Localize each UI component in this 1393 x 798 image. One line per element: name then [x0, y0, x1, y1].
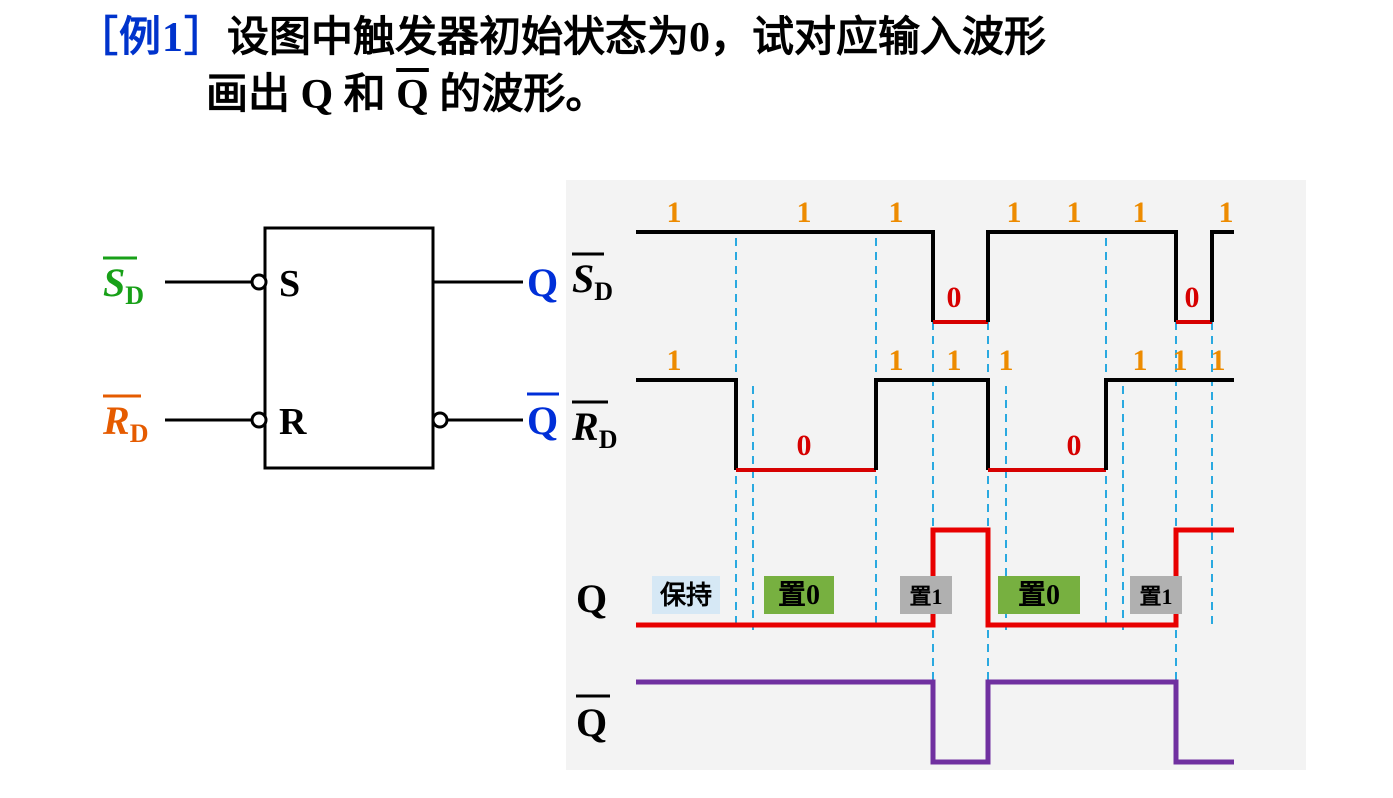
svg-text:1: 1	[999, 344, 1014, 377]
title-line2-suffix: 的波形。	[429, 72, 608, 118]
svg-text:1: 1	[1219, 196, 1234, 229]
svg-text:置1: 置1	[1139, 584, 1172, 609]
row-label-sd: SD	[572, 254, 613, 306]
svg-text:1: 1	[1173, 344, 1188, 377]
svg-text:1: 1	[889, 344, 904, 377]
waveform-qbar	[636, 682, 1234, 762]
svg-text:1: 1	[947, 344, 962, 377]
svg-text:1: 1	[1133, 344, 1148, 377]
svg-text:1: 1	[667, 344, 682, 377]
svg-text:Q: Q	[576, 700, 607, 745]
title-qbar: Q	[396, 72, 429, 118]
svg-text:RD: RD	[571, 404, 617, 454]
svg-text:SD: SD	[572, 256, 613, 306]
q-badges: 保持 置0 置1 置0 置1	[652, 576, 1182, 614]
svg-text:置1: 置1	[909, 584, 942, 609]
svg-text:1: 1	[1067, 196, 1082, 229]
row-label-qbar: Q	[576, 696, 610, 745]
label-rd: RD	[102, 396, 148, 448]
svg-text:0: 0	[797, 429, 812, 462]
svg-text:SD: SD	[103, 260, 144, 310]
timing-diagram: SD RD Q Q	[566, 180, 1306, 770]
svg-text:保持: 保持	[659, 581, 712, 610]
svg-text:1: 1	[1007, 196, 1022, 229]
bubble-r	[252, 413, 266, 427]
label-s-inner: S	[279, 263, 300, 305]
svg-text:RD: RD	[102, 398, 148, 448]
row-label-q: Q	[576, 576, 607, 621]
digit-annotations: 111011101101110111	[667, 196, 1234, 462]
waveform-sd	[636, 232, 1234, 322]
svg-text:1: 1	[889, 196, 904, 229]
timing-svg: SD RD Q Q	[566, 180, 1306, 770]
svg-text:1: 1	[1133, 196, 1148, 229]
waveform-rd	[636, 380, 1234, 470]
svg-text:置0: 置0	[1018, 580, 1060, 611]
page: ［例1］设图中触发器初始状态为0，试对应输入波形 画出 Q 和 Q 的波形。 S…	[0, 0, 1393, 798]
bubble-qbar	[433, 413, 447, 427]
label-qbar: Q	[527, 394, 559, 443]
svg-text:0: 0	[1067, 429, 1082, 462]
svg-text:1: 1	[667, 196, 682, 229]
svg-text:1: 1	[1211, 344, 1226, 377]
title-line2-prefix: 画出 Q 和	[206, 72, 396, 118]
bubble-s	[252, 275, 266, 289]
label-sd: SD	[103, 258, 144, 310]
example-label: ［例1］	[76, 15, 227, 61]
title-block: ［例1］设图中触发器初始状态为0，试对应输入波形 画出 Q 和 Q 的波形。	[76, 10, 1046, 123]
svg-text:1: 1	[797, 196, 812, 229]
label-r-inner: R	[279, 401, 307, 443]
row-label-rd: RD	[571, 402, 617, 454]
svg-text:0: 0	[947, 281, 962, 314]
svg-text:0: 0	[1185, 281, 1200, 314]
label-q: Q	[527, 260, 558, 305]
svg-text:Q: Q	[527, 398, 558, 443]
title-line1: 设图中触发器初始状态为0，试对应输入波形	[227, 15, 1046, 61]
circuit-diagram: S R SD RD Q Q	[85, 200, 565, 520]
svg-text:置0: 置0	[778, 580, 820, 611]
